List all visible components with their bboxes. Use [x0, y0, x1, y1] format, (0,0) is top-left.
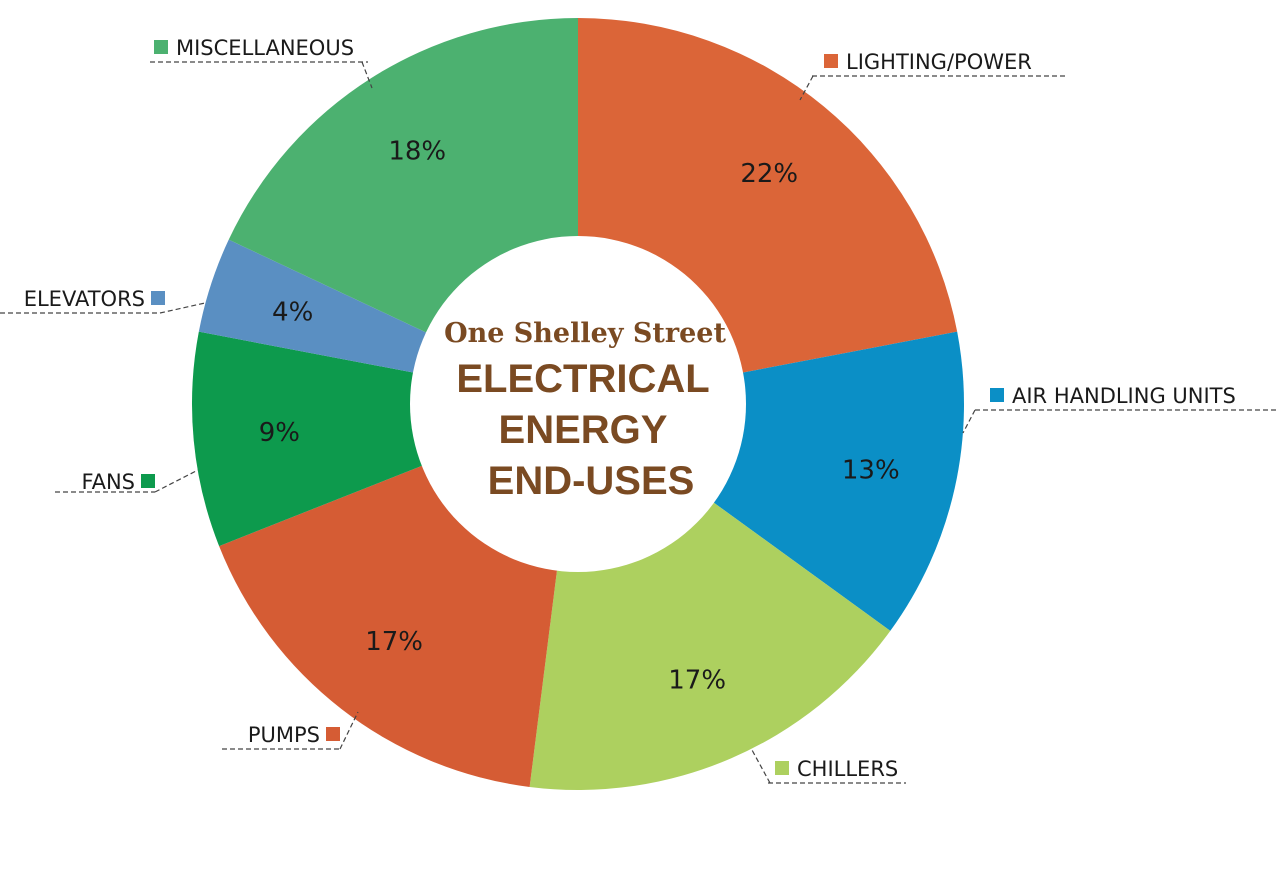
chart-title-line-3: END-USES	[488, 459, 695, 503]
legend-item-fans: FANS	[55, 469, 199, 494]
legend-swatch	[990, 388, 1004, 402]
chart-subtitle: One Shelley Street	[444, 318, 726, 349]
percent-label-fans: 9%	[259, 418, 300, 448]
legend-label: PUMPS	[248, 723, 320, 747]
slice-fans	[192, 331, 579, 547]
chart-title-line-2: ENERGY	[499, 408, 668, 452]
percent-label-pumps: 17%	[365, 627, 423, 657]
leader-line	[361, 61, 373, 89]
legend-swatch	[154, 40, 168, 54]
legend-label: LIGHTING/POWER	[846, 50, 1032, 74]
percent-label-lighting-power: 22%	[740, 159, 798, 189]
donut-hole	[410, 236, 746, 572]
chart-title-line-1: ELECTRICAL	[456, 357, 709, 401]
center-title: One Shelley Street ELECTRICAL ENERGY END…	[444, 318, 726, 503]
legend-item-air-handling-units: AIR HANDLING UNITS	[962, 384, 1278, 434]
legend-swatch	[151, 291, 165, 305]
percent-labels-layer: 22% 13% 17% 17% 9% 4% 18%	[259, 137, 900, 696]
leader-line	[799, 75, 814, 101]
legend-item-lighting-power: LIGHTING/POWER	[799, 50, 1066, 101]
legend-item-pumps: PUMPS	[222, 711, 359, 750]
percent-label-air-handling-units: 13%	[842, 455, 900, 485]
legend-item-chillers: CHILLERS	[751, 749, 906, 784]
legend-label: MISCELLANEOUS	[176, 36, 354, 60]
leader-line	[962, 409, 976, 434]
leader-line	[154, 469, 199, 493]
legend-swatch	[824, 54, 838, 68]
legend-label: AIR HANDLING UNITS	[1012, 384, 1236, 408]
legend-label: CHILLERS	[797, 757, 898, 781]
legend-label: ELEVATORS	[24, 287, 145, 311]
leader-line	[339, 711, 359, 750]
legend-item-miscellaneous: MISCELLANEOUS	[150, 36, 373, 89]
legend-swatch	[326, 727, 340, 741]
percent-label-chillers: 17%	[668, 665, 726, 695]
legend-swatch	[775, 761, 789, 775]
legend-label: FANS	[81, 470, 135, 494]
percent-label-elevators: 4%	[272, 297, 313, 327]
legend-callouts-layer: LIGHTING/POWER AIR HANDLING UNITS CHILLERS…	[0, 36, 1278, 784]
percent-label-miscellaneous: 18%	[388, 137, 446, 167]
leader-line	[751, 749, 771, 784]
leader-line	[159, 302, 206, 314]
legend-item-elevators: ELEVATORS	[0, 287, 206, 314]
legend-swatch	[141, 474, 155, 488]
